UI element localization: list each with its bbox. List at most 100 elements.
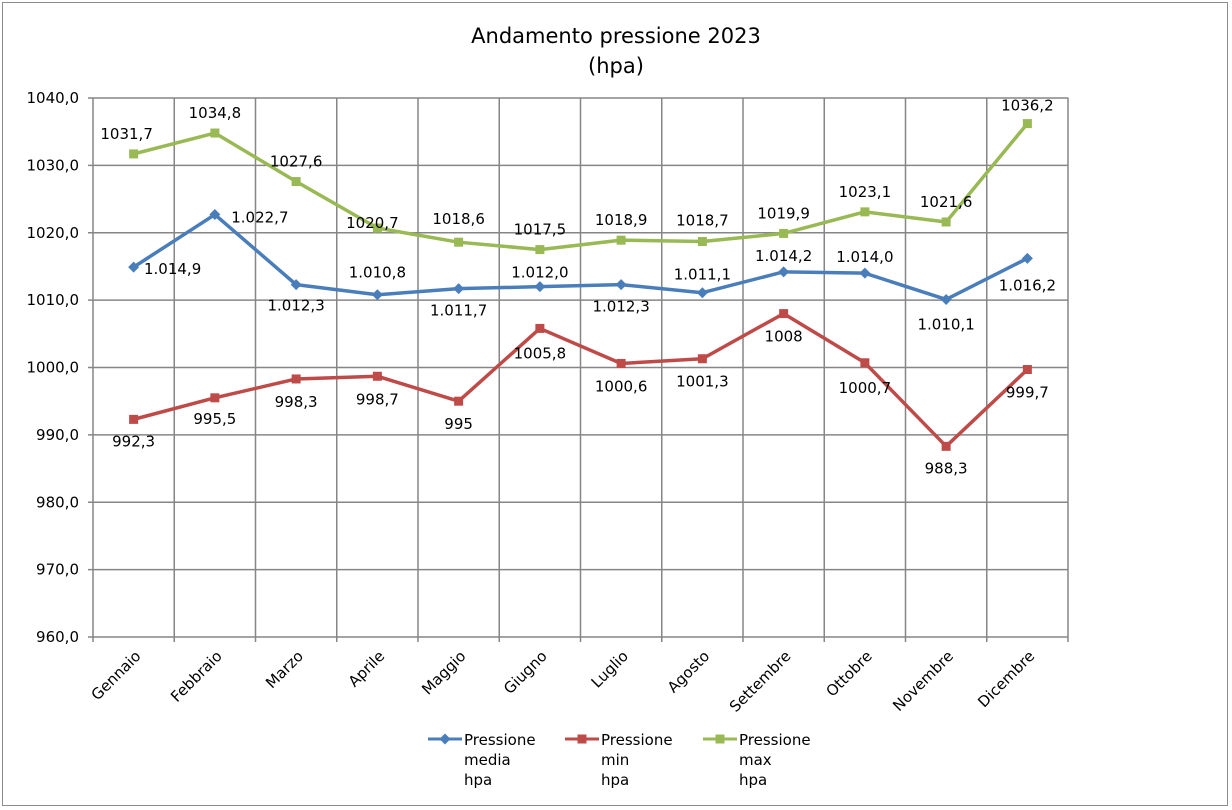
legend-label: Pressione [601,731,673,749]
data-point [616,235,626,245]
series-0 [128,209,1033,305]
data-point [940,293,952,305]
data-point [129,149,139,159]
legend: PressionemediahpaPressioneminhpaPression… [428,731,811,789]
data-point [454,237,464,247]
data-label: 1.010,1 [917,315,974,333]
data-point [779,228,789,238]
legend-label: Pressione [464,731,536,749]
data-label: 1.016,2 [999,276,1056,294]
data-label: 1027,6 [270,153,323,171]
x-tick-label: Febbraio [167,647,226,706]
data-point [128,261,140,273]
x-tick-label: Maggio [418,647,469,698]
data-label: 1036,2 [1001,97,1054,115]
data-point [1022,365,1032,375]
data-point [453,283,465,295]
data-label: 1.014,0 [836,248,893,266]
x-tick-label: Ottobre [822,647,875,700]
legend-entry-1: Pressione min hpa [565,731,673,789]
data-point [941,217,951,227]
data-label: 1021,6 [920,193,973,211]
x-tick-label: Marzo [262,647,307,692]
x-tick-label: Luglio [588,647,632,691]
data-point [290,279,302,291]
y-tick-label: 960,0 [36,628,79,646]
data-point [129,414,139,424]
y-tick-label: 1040,0 [27,89,80,107]
data-point [697,354,707,364]
y-tick-label: 980,0 [36,493,79,511]
x-tick-label: Settembre [726,647,795,716]
data-label: 1000,6 [595,377,648,395]
data-label: 1018,9 [595,211,648,229]
x-tick-label: Novembre [889,647,957,715]
data-label: 1034,8 [189,104,242,122]
data-point [291,374,301,384]
data-point [1022,119,1032,129]
data-label: 1.010,8 [349,264,406,282]
data-point [860,207,870,217]
data-label: 1001,3 [676,373,729,391]
data-point [779,309,789,319]
data-label: 1017,5 [514,221,567,239]
data-label: 1.012,0 [511,264,568,282]
data-label: 1.011,7 [430,302,487,320]
y-tick-label: 1010,0 [27,291,80,309]
data-label: 995 [444,415,473,433]
data-point [535,323,545,333]
x-tick-label: Giugno [500,647,551,698]
y-tick-label: 970,0 [36,561,79,579]
data-point [535,245,545,255]
y-tick-label: 1020,0 [27,224,80,242]
data-label: 1.022,7 [231,209,288,227]
data-point [210,128,220,138]
y-tick-label: 1000,0 [27,359,80,377]
series-line [133,122,1029,252]
data-point [696,287,708,299]
legend-label: hpa [601,771,629,789]
x-tick-label: Gennaio [88,647,145,704]
data-label: 1.014,2 [755,247,812,265]
chart-title: Andamento pressione 2023 [471,24,761,48]
data-label: 1005,8 [514,344,567,362]
data-label: 1008 [765,328,803,346]
data-point [941,441,951,451]
data-point [291,177,301,187]
data-point [778,266,790,278]
data-label: 998,3 [275,393,318,411]
data-point [372,371,382,381]
legend-swatch-marker [715,734,725,744]
data-label: 1023,1 [839,183,892,201]
data-point [372,223,382,233]
data-label: 1018,7 [676,212,729,230]
data-label: 995,5 [193,410,236,428]
grid [92,97,1069,638]
data-label: 1020,7 [346,214,399,232]
data-point [210,393,220,403]
legend-label: hpa [739,771,767,789]
legend-swatch-marker [439,733,451,745]
data-label: 1.012,3 [267,297,324,315]
series-line [132,212,1029,302]
legend-entry-2: Pressione max hpa [703,731,811,789]
legend-label: Pressione [739,731,811,749]
legend-label: media [464,751,511,769]
data-point [371,289,383,301]
x-tick-label: Agosto [664,647,713,696]
series-2 [129,119,1032,255]
data-label: 1018,6 [432,210,485,228]
series-1 [129,309,1032,451]
data-point [209,209,221,221]
legend-entry-0: Pressione media hpa [428,731,536,789]
x-tick-label: Dicembre [974,647,1038,711]
data-label: 1031,7 [100,125,153,143]
data-label: 999,7 [1006,384,1049,402]
series-group [128,119,1033,451]
data-label: 998,7 [356,390,399,408]
data-point [615,279,627,291]
x-tick-label: Aprile [345,647,388,690]
data-labels: 1.014,9 1.022,7 1.012,3 1.010,8 1.011,7 1.012… [100,97,1056,478]
data-label: 1000,7 [839,379,892,397]
data-label: 1.014,9 [144,260,201,278]
